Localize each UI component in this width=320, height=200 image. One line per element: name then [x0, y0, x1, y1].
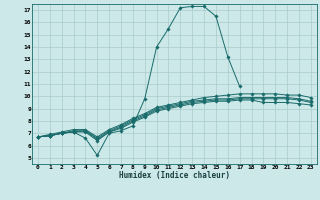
X-axis label: Humidex (Indice chaleur): Humidex (Indice chaleur)	[119, 171, 230, 180]
